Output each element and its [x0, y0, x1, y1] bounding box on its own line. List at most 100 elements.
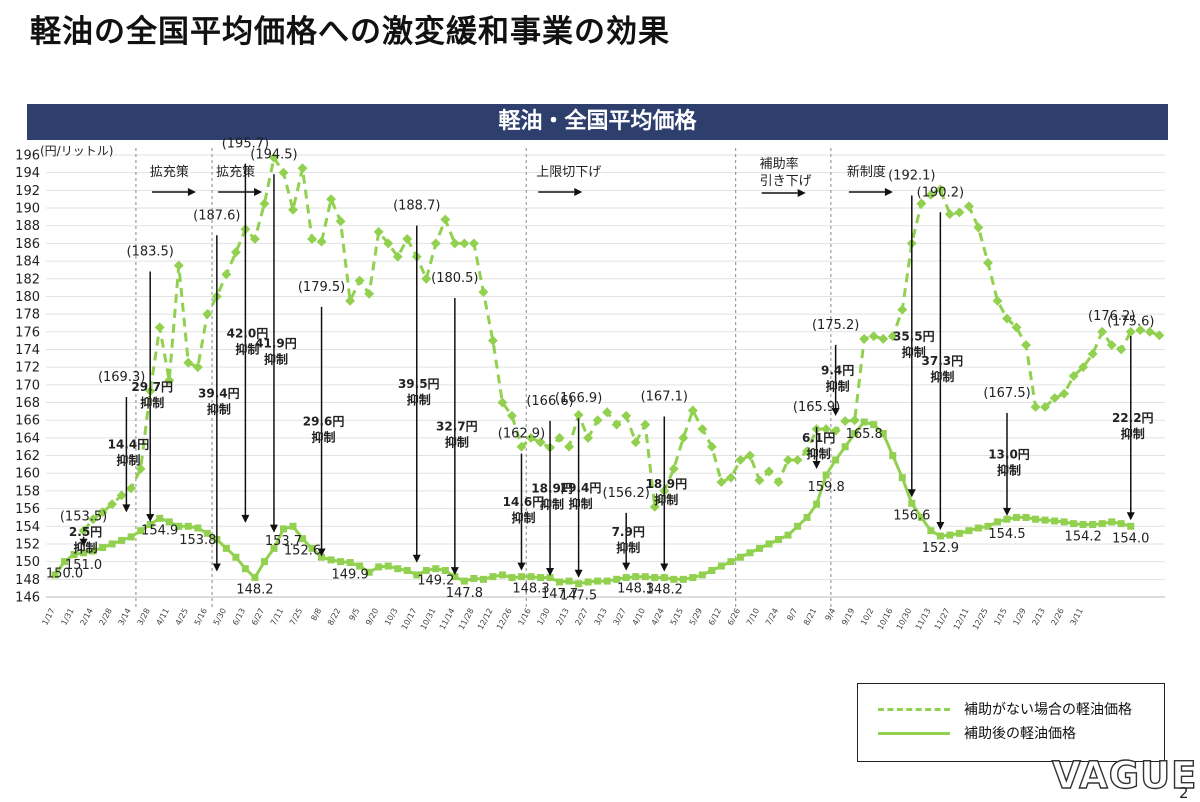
subsidized-price-point: [632, 573, 640, 581]
no-subsidy-price-point: [573, 409, 584, 420]
no-subsidy-price-point: [830, 425, 841, 436]
subsidized-price-point: [689, 574, 697, 582]
no-subsidy-price-point: [944, 209, 955, 220]
subsidized-price-point: [489, 573, 497, 581]
reduction-arrow-head: [574, 569, 583, 578]
point-label: 165.8: [846, 427, 883, 442]
y-tick-label: 166: [15, 414, 40, 429]
point-label: 149.9: [332, 568, 369, 583]
y-tick-label: 158: [15, 484, 40, 499]
subsidized-price-point: [613, 575, 621, 583]
phase-label: 拡充策: [150, 164, 189, 180]
no-subsidy-price-point: [983, 257, 993, 268]
reduction-arrow-head: [122, 504, 131, 513]
subsidized-price-point: [460, 577, 468, 585]
subsidized-price-point: [1032, 515, 1040, 523]
x-tick-label: 6/12: [707, 607, 723, 627]
no-subsidy-price-point: [392, 251, 403, 262]
no-subsidy-price-point: [735, 455, 746, 465]
reduction-arrow-head: [412, 554, 421, 563]
no-subsidy-price-point: [192, 362, 203, 373]
point-label: 150.0: [46, 567, 83, 582]
x-tick-label: 5/30: [212, 607, 228, 627]
no-subsidy-price-point: [354, 275, 365, 286]
no-subsidy-price-point: [468, 238, 479, 249]
subsidized-price-point: [1051, 517, 1059, 525]
chart-banner: 軽油・全国平均価格: [27, 104, 1168, 140]
x-tick-label: 10/31: [419, 607, 438, 632]
no-subsidy-price-point: [592, 415, 603, 426]
y-tick-label: 148: [15, 573, 40, 588]
x-tick-label: 10/16: [876, 607, 895, 632]
subsidized-price-point: [517, 573, 525, 581]
x-tick-label: 3/28: [136, 607, 152, 627]
point-label: 152.9: [922, 541, 959, 556]
no-subsidy-price-point: [783, 455, 793, 465]
reduction-arrow-head: [936, 522, 945, 531]
phase-arrow-head: [884, 188, 893, 196]
no-subsidy-price-point: [278, 167, 289, 178]
reduction-label: 39.5円: [398, 377, 440, 391]
reduction-label: 抑制: [511, 510, 535, 525]
no-subsidy-price-point: [630, 437, 641, 448]
y-tick-label: 150: [15, 555, 40, 570]
no-subsidy-price-point: [335, 216, 346, 227]
no-subsidy-price-point: [1144, 326, 1155, 337]
point-label: (162.9): [498, 427, 545, 442]
subsidized-price-point: [708, 566, 716, 574]
no-subsidy-price-point: [716, 477, 727, 488]
subsidized-price-point: [1089, 521, 1097, 529]
subsidized-price-point: [651, 574, 659, 582]
no-subsidy-price-point: [887, 331, 898, 342]
no-subsidy-price-point: [345, 295, 356, 306]
y-tick-label: 184: [15, 255, 40, 270]
subsidized-price-point: [946, 531, 954, 539]
phase-label: 補助率: [760, 156, 799, 172]
point-label: (195.7): [222, 137, 269, 152]
point-label: (187.6): [193, 208, 240, 223]
subsidized-price-point: [279, 525, 287, 533]
no-subsidy-price-point: [154, 322, 165, 333]
subsidized-price-point: [146, 521, 154, 529]
subsidized-price-point: [746, 549, 754, 557]
legend-solid-swatch: [878, 731, 950, 735]
subsidized-price-point: [917, 513, 925, 521]
reduction-label: 抑制: [902, 344, 926, 359]
subsidized-price-point: [241, 565, 249, 573]
no-subsidy-price-point: [1116, 344, 1127, 355]
no-subsidy-price-point: [678, 432, 689, 443]
x-tick-label: 2/28: [98, 607, 114, 627]
subsidized-price-point: [908, 499, 916, 507]
no-subsidy-price-point: [1106, 340, 1117, 351]
no-subsidy-price-line: [82, 156, 1160, 532]
reduction-label: 抑制: [1121, 426, 1145, 441]
subsidized-price-point: [879, 429, 887, 437]
no-subsidy-price-point: [326, 194, 337, 205]
subsidized-price-point: [717, 562, 725, 570]
x-tick-label: 2/26: [1050, 607, 1066, 627]
x-tick-label: 4/10: [631, 607, 647, 627]
no-subsidy-price-point: [1068, 371, 1079, 381]
point-label: 156.6: [893, 508, 930, 523]
point-label: (167.5): [983, 386, 1030, 401]
no-subsidy-price-point: [88, 514, 99, 525]
y-tick-label: 180: [15, 290, 40, 305]
subsidized-price-point: [546, 574, 554, 582]
no-subsidy-price-point: [868, 331, 879, 342]
no-subsidy-price-point: [430, 238, 441, 249]
subsidized-price-point: [251, 574, 259, 582]
no-subsidy-price-point: [402, 234, 413, 244]
subsidized-price-point: [965, 527, 973, 535]
x-tick-label: 12/25: [971, 607, 990, 632]
reduction-label: 抑制: [74, 540, 98, 555]
no-subsidy-price-point: [1011, 322, 1022, 333]
subsidized-price-point: [755, 544, 763, 552]
x-tick-label: 3/14: [117, 607, 133, 627]
subsidized-price-point: [99, 543, 107, 551]
subsidized-price-point: [822, 471, 830, 479]
subsidized-price-point: [556, 578, 564, 586]
reduction-label: 抑制: [116, 453, 140, 468]
no-subsidy-price-point: [221, 269, 232, 280]
no-subsidy-price-point: [745, 450, 755, 461]
x-tick-label: 11/27: [933, 607, 952, 632]
